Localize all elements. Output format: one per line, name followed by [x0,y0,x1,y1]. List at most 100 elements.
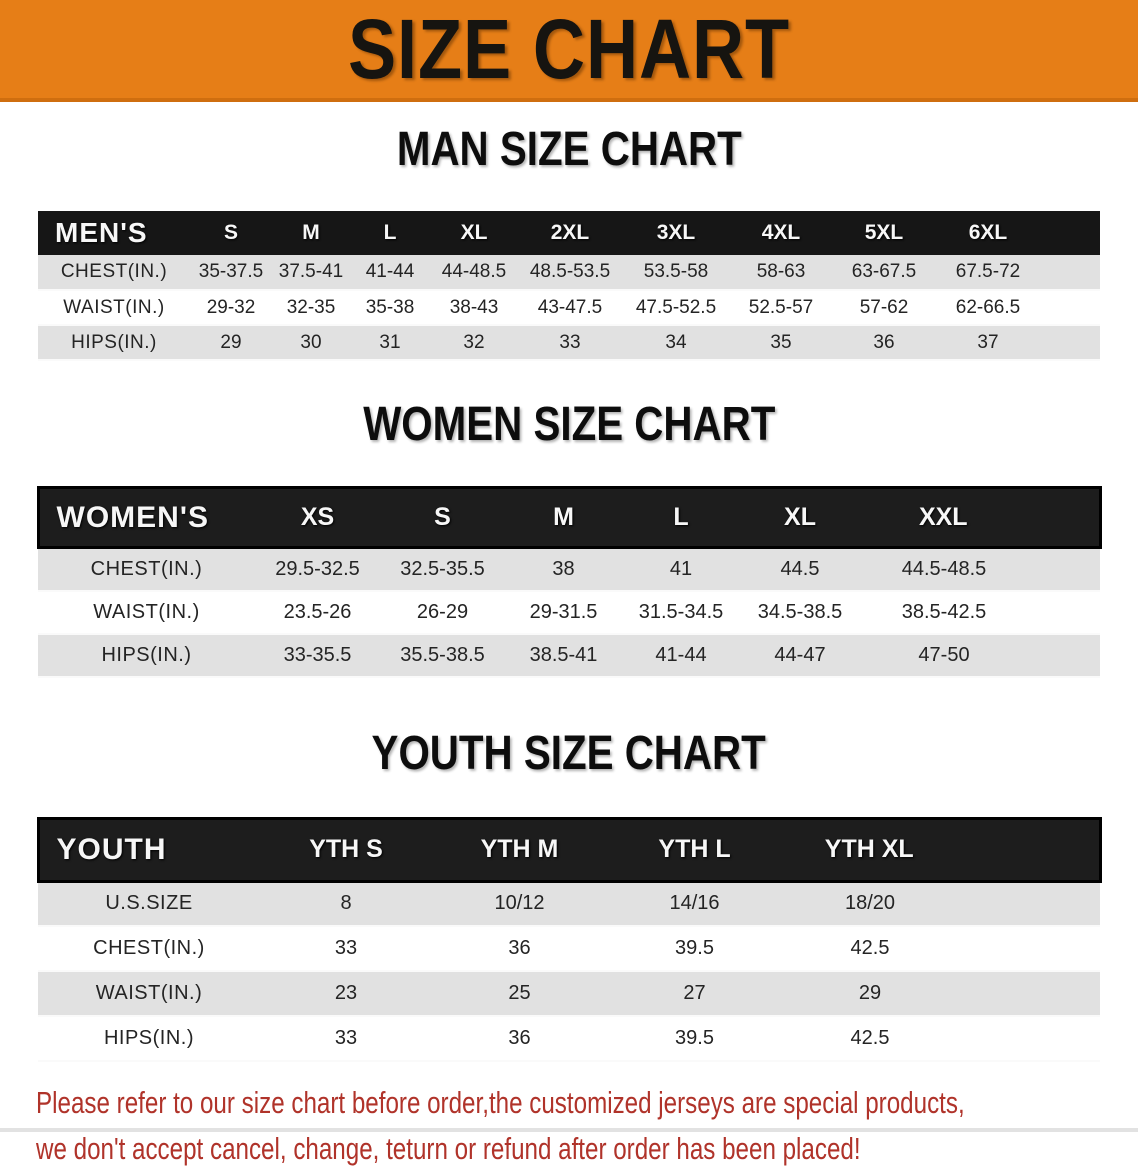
column-header: S [380,486,505,549]
cell: 38-43 [430,290,518,326]
column-header: 2XL [518,211,622,255]
womens-table-label: WOMEN'S [36,486,255,549]
cell: 41-44 [622,633,740,678]
cell: 33-35.5 [255,633,380,678]
column-header: XS [255,486,380,549]
column-header: YTH XL [782,816,1102,883]
cell: 42.5 [782,926,1100,972]
banner-title: SIZE CHART [347,1,791,96]
column-header: XL [430,211,518,255]
cell: 38.5-42.5 [860,590,1100,635]
column-header: 4XL [730,211,832,255]
table-row: U.S.SIZE 8 10/12 14/16 18/20 [38,881,1100,927]
table-row: CHEST(IN.) 29.5-32.5 32.5-35.5 38 41 44.… [38,547,1100,592]
row-label: WAIST(IN.) [38,290,190,326]
column-header: L [622,486,740,549]
column-header: XL [740,486,860,549]
column-header: L [350,211,430,255]
footer-note-line-1: Please refer to our size chart before or… [36,1085,965,1120]
column-header: YTH S [260,816,432,883]
cell: 35-38 [350,290,430,326]
column-header: M [505,486,622,549]
cell: 29-31.5 [505,590,622,635]
cell: 41 [622,547,740,592]
cell: 23 [260,971,432,1017]
cell: 48.5-53.5 [518,255,622,291]
row-label: HIPS(IN.) [38,325,190,361]
youth-table-label: YOUTH [36,816,260,883]
cell: 44.5-48.5 [860,547,1100,592]
table-row: CHEST(IN.) 33 36 39.5 42.5 [38,926,1100,972]
row-label: CHEST(IN.) [38,255,190,291]
cell: 26-29 [380,590,505,635]
row-label: HIPS(IN.) [38,1016,260,1062]
cell: 32 [430,325,518,361]
column-header: XXL [860,486,1102,549]
column-header: 3XL [622,211,730,255]
youth-section-heading: YOUTH SIZE CHART [0,726,1138,791]
table-row: CHEST(IN.) 35-37.5 37.5-41 41-44 44-48.5… [38,255,1100,291]
column-header: S [190,211,272,255]
cell: 18/20 [782,881,1100,927]
womens-header-row: WOMEN'S XS S M L XL XXL [36,486,1102,549]
cell: 36 [432,926,607,972]
cell: 33 [260,926,432,972]
table-row: WAIST(IN.) 23 25 27 29 [38,971,1100,1017]
cell: 36 [432,1016,607,1062]
cell: 57-62 [832,290,936,326]
cell: 38.5-41 [505,633,622,678]
cell: 37 [936,325,1100,361]
cell: 44.5 [740,547,860,592]
footer-note-line-2: we don't accept cancel, change, teturn o… [36,1131,861,1166]
cell: 31 [350,325,430,361]
cell: 35.5-38.5 [380,633,505,678]
cell: 8 [260,881,432,927]
row-label: WAIST(IN.) [38,971,260,1017]
column-header: 6XL [936,211,1100,255]
table-row: HIPS(IN.) 33-35.5 35.5-38.5 38.5-41 41-4… [38,633,1100,678]
cell: 44-48.5 [430,255,518,291]
cell: 38 [505,547,622,592]
cell: 47.5-52.5 [622,290,730,326]
row-label: HIPS(IN.) [38,633,255,678]
mens-table-label: MEN'S [38,211,190,255]
cell: 34.5-38.5 [740,590,860,635]
row-label: CHEST(IN.) [38,926,260,972]
cell: 32-35 [272,290,350,326]
row-label: U.S.SIZE [38,881,260,927]
youth-header-row: YOUTH YTH S YTH M YTH L YTH XL [36,816,1102,883]
cell: 10/12 [432,881,607,927]
cell: 63-67.5 [832,255,936,291]
cell: 33 [260,1016,432,1062]
cell: 58-63 [730,255,832,291]
column-header: 5XL [832,211,936,255]
row-label: CHEST(IN.) [38,547,255,592]
cell: 43-47.5 [518,290,622,326]
cell: 29 [782,971,1100,1017]
row-label: WAIST(IN.) [38,590,255,635]
cell: 42.5 [782,1016,1100,1062]
women-section-title: WOMEN SIZE CHART [362,398,776,451]
bottom-edge-strip [0,1128,1138,1132]
cell: 34 [622,325,730,361]
cell: 36 [832,325,936,361]
mens-size-table: MEN'S S M L XL 2XL 3XL 4XL 5XL 6XL CHEST… [38,211,1100,361]
cell: 47-50 [860,633,1100,678]
footer-note: Please refer to our size chart before or… [0,1080,1138,1172]
cell: 53.5-58 [622,255,730,291]
size-chart-banner: SIZE CHART [0,0,1138,102]
cell: 67.5-72 [936,255,1100,291]
cell: 27 [607,971,782,1017]
column-header: M [272,211,350,255]
cell: 14/16 [607,881,782,927]
cell: 23.5-26 [255,590,380,635]
womens-size-table: WOMEN'S XS S M L XL XXL CHEST(IN.) 29.5-… [36,486,1102,678]
women-section-heading: WOMEN SIZE CHART [0,399,1138,462]
column-header: YTH L [607,816,782,883]
mens-header-row: MEN'S S M L XL 2XL 3XL 4XL 5XL 6XL [38,211,1100,255]
youth-section-title: YOUTH SIZE CHART [371,726,767,780]
cell: 39.5 [607,1016,782,1062]
table-row: WAIST(IN.) 29-32 32-35 35-38 38-43 43-47… [38,290,1100,326]
youth-size-table: YOUTH YTH S YTH M YTH L YTH XL U.S.SIZE … [36,816,1102,1062]
cell: 33 [518,325,622,361]
